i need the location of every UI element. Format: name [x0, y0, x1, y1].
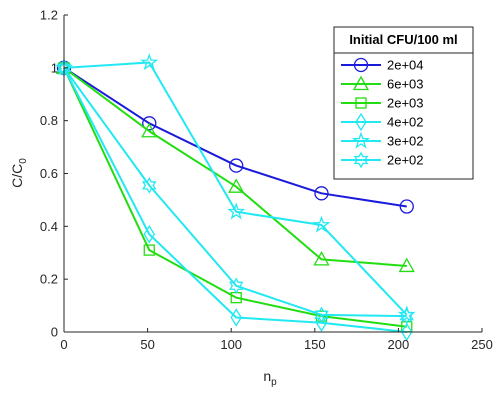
data-point-diamond: [315, 313, 328, 332]
y-tick-label: 0.6: [40, 166, 58, 181]
data-point-circle: [399, 199, 414, 214]
legend-entry-label: 2e+04: [387, 58, 424, 73]
data-point-circle: [314, 186, 329, 201]
y-axis-label: C/C0: [9, 158, 29, 188]
data-point-square: [143, 244, 155, 256]
data-point-hexagram: [229, 277, 244, 295]
data-point-triangle: [313, 251, 330, 266]
axes: 0 50 100 150 200 250 0 0.2 0.4 0.6 0.8 1 1.2: [40, 8, 493, 353]
legend-marker-hexagram: [353, 151, 369, 169]
legend-entry: 4e+02: [341, 112, 424, 132]
series-line: [63, 67, 407, 267]
data-point-triangle: [398, 257, 415, 273]
legend-entry: 2e+02: [341, 151, 424, 169]
x-tick-label: 0: [60, 337, 67, 352]
legend-entry: 6e+03: [341, 75, 424, 92]
y-axis-label-subscript: 0: [18, 158, 29, 164]
data-point-circle: [142, 116, 157, 131]
y-tick-label: 0: [51, 325, 58, 340]
data-point-pentagram: [140, 53, 159, 71]
series-line: [63, 67, 407, 328]
data-point-circle: [229, 158, 244, 173]
legend-title: Initial CFU/100 ml: [349, 32, 457, 47]
legend-marker-diamond: [355, 112, 367, 132]
data-point-diamond: [143, 225, 156, 244]
series-line: [63, 67, 407, 333]
legend-entry-label: 3e+02: [387, 134, 424, 149]
series-6e+03: [55, 59, 415, 273]
x-tick-label: 250: [471, 337, 493, 352]
legend-entry-label: 2e+02: [387, 153, 424, 168]
series-line: [63, 67, 407, 318]
data-point-hexagram: [399, 307, 414, 325]
series-line: [63, 61, 408, 316]
legend: Initial CFU/100 ml 2e+04 6e+03 2e+03 4e+02 3…: [333, 26, 474, 180]
legend-entry-label: 2e+03: [387, 96, 424, 111]
data-point-diamond: [400, 322, 413, 342]
x-tick-label: 100: [220, 337, 242, 352]
legend-entry-label: 4e+02: [387, 115, 424, 130]
y-tick-label: 1.2: [40, 8, 58, 23]
y-tick-label: 0.8: [40, 113, 58, 128]
legend-entries: 2e+04 6e+03 2e+03 4e+02 3e+02 2e+02: [341, 58, 424, 169]
data-point-triangle: [228, 178, 245, 193]
x-tick-label: 50: [140, 337, 154, 352]
y-tick-label: 0.4: [40, 219, 58, 234]
legend-entry: 2e+03: [341, 96, 424, 111]
legend-entry-label: 6e+03: [387, 77, 424, 92]
legend-entry: 2e+04: [341, 58, 424, 73]
data-point-pentagram: [312, 215, 331, 233]
x-axis-label-subscript: p: [271, 377, 277, 388]
series-line: [63, 66, 407, 208]
x-tick-label: 200: [388, 337, 410, 352]
data-point-pentagram: [227, 202, 246, 220]
legend-entry: 3e+02: [341, 131, 424, 149]
legend-marker-pentagram: [351, 131, 371, 149]
y-tick-label: 0.2: [40, 272, 58, 287]
legend-marker-triangle: [352, 75, 370, 91]
legend-marker-square: [355, 97, 367, 109]
data-point-hexagram: [142, 177, 157, 194]
x-tick-label: 150: [304, 337, 326, 352]
data-point-hexagram: [314, 306, 329, 324]
data-point-diamond: [230, 308, 242, 327]
data-point-triangle: [141, 122, 158, 138]
y-tick-label: 1: [51, 60, 58, 75]
legend-marker-circle: [353, 57, 369, 73]
x-axis-label: np: [263, 368, 277, 388]
